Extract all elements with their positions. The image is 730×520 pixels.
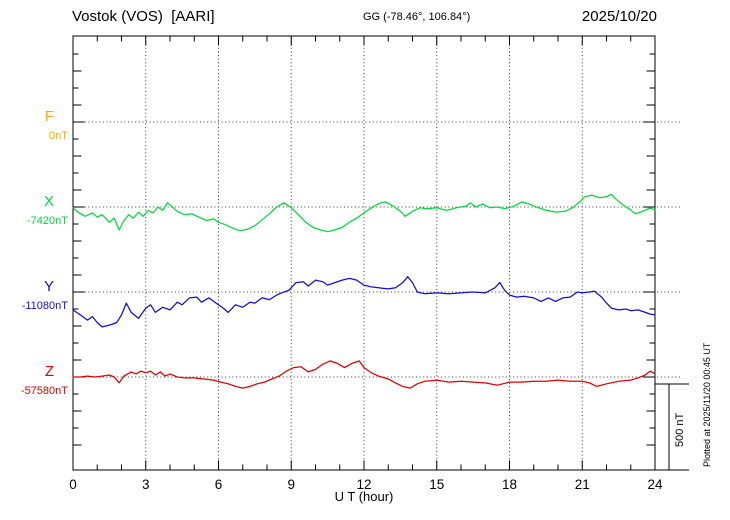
series-baseline-value-X: -7420nT <box>27 215 68 227</box>
x-axis-title: U T (hour) <box>334 489 394 504</box>
x-tick-label: 3 <box>141 477 150 492</box>
x-tick-label: 6 <box>214 477 223 492</box>
plot-frame <box>72 35 656 471</box>
station-title: Vostok (VOS) [AARI] <box>72 8 215 25</box>
x-tick-label: 24 <box>647 477 663 492</box>
series-letter-Y: Y <box>43 278 54 295</box>
x-tick-label: 9 <box>287 477 296 492</box>
x-tick-label: 15 <box>429 477 445 492</box>
plotted-at-caption: Plotted at 2025/11/20 00:45 UT <box>702 342 712 467</box>
series-letter-X: X <box>43 193 54 210</box>
x-tick-label: 0 <box>69 477 77 492</box>
series-letter-Z: Z <box>44 363 54 380</box>
scale-bar-label: 500 nT <box>674 412 686 447</box>
trace-Z <box>72 360 656 389</box>
x-tick-label: 21 <box>574 477 590 492</box>
trace-Y <box>72 276 656 328</box>
plot-date: 2025/10/20 <box>581 8 657 25</box>
trace-X <box>72 193 656 233</box>
series-letter-F: F <box>44 108 54 125</box>
x-tick-label: 18 <box>501 477 518 492</box>
geographic-coordinates: GG (-78.46°, 106.84°) <box>363 11 471 23</box>
series-baseline-value-Y: -11080nT <box>21 300 68 312</box>
series-baseline-value-F: 0nT <box>49 130 68 142</box>
series-baseline-value-Z: -57580nT <box>20 385 68 397</box>
x-tick-label: 12 <box>356 477 372 492</box>
